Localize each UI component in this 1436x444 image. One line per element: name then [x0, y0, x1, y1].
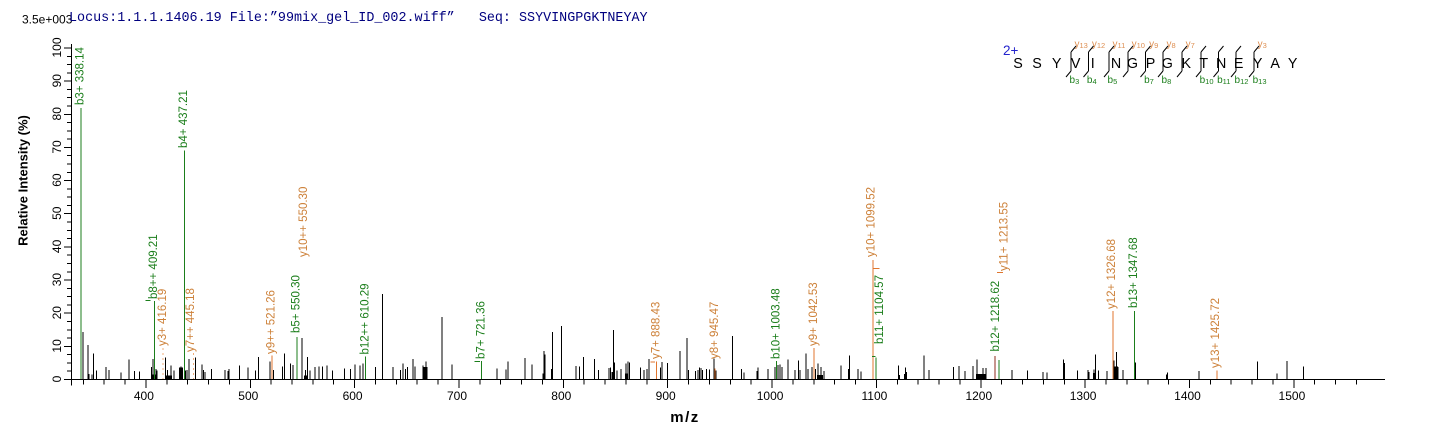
svg-text:b11+ 1104.57: b11+ 1104.57	[874, 275, 886, 344]
svg-text:y9: y9	[1149, 39, 1158, 50]
svg-text:700: 700	[447, 389, 467, 403]
svg-text:b4: b4	[1087, 75, 1097, 86]
svg-text:y3+ 416.19: y3+ 416.19	[157, 289, 169, 346]
svg-text:500: 500	[238, 389, 258, 403]
svg-text:2+: 2+	[1003, 43, 1019, 58]
svg-text:60: 60	[50, 173, 64, 187]
svg-text:b5: b5	[1108, 75, 1118, 86]
svg-text:m/z: m/z	[670, 409, 700, 426]
svg-text:b5+ 550.30: b5+ 550.30	[291, 275, 303, 333]
svg-text:1400: 1400	[1174, 389, 1201, 403]
svg-text:b4+ 437.21: b4+ 437.21	[178, 90, 190, 148]
svg-text:b7+ 721.36: b7+ 721.36	[476, 301, 488, 359]
svg-text:Y: Y	[1253, 56, 1263, 72]
svg-text:1200: 1200	[965, 389, 992, 403]
svg-text:Relative Intensity (%): Relative Intensity (%)	[16, 115, 31, 246]
svg-text:S: S	[1032, 56, 1042, 72]
svg-text:b8++ 409.21: b8++ 409.21	[148, 234, 160, 299]
svg-text:Y: Y	[1288, 56, 1298, 72]
svg-text:1000: 1000	[757, 389, 784, 403]
svg-text:T: T	[1199, 56, 1208, 72]
svg-text:y7+ 888.43: y7+ 888.43	[651, 302, 663, 359]
svg-text:0: 0	[50, 375, 64, 382]
svg-text:y10: y10	[1132, 39, 1145, 50]
svg-text:b7: b7	[1144, 75, 1154, 86]
svg-text:600: 600	[343, 389, 363, 403]
svg-text:N: N	[1216, 56, 1226, 72]
svg-text:N: N	[1111, 56, 1121, 72]
svg-text:3.5e+003: 3.5e+003	[22, 13, 73, 27]
svg-text:90: 90	[50, 74, 64, 88]
svg-text:I: I	[1091, 56, 1095, 72]
svg-text:b12: b12	[1235, 75, 1249, 86]
svg-text:40: 40	[50, 239, 64, 253]
svg-text:y12: y12	[1092, 39, 1105, 50]
svg-text:b11: b11	[1217, 75, 1230, 86]
svg-text:y13: y13	[1075, 39, 1088, 50]
svg-text:b12+ 1218.62: b12+ 1218.62	[990, 281, 1002, 352]
svg-text:80: 80	[50, 107, 64, 121]
svg-text:y11: y11	[1113, 39, 1126, 50]
svg-text:70: 70	[50, 140, 64, 154]
svg-text:100: 100	[50, 37, 64, 57]
svg-text:y8+ 945.47: y8+ 945.47	[709, 302, 721, 359]
svg-text:b13: b13	[1253, 75, 1267, 86]
svg-text:y3: y3	[1258, 39, 1267, 50]
svg-text:G: G	[1162, 56, 1173, 72]
svg-text:800: 800	[551, 389, 571, 403]
svg-text:b10: b10	[1200, 75, 1214, 86]
svg-text:400: 400	[134, 389, 154, 403]
svg-text:y11+ 1213.55: y11+ 1213.55	[999, 202, 1011, 271]
svg-text:S: S	[1013, 56, 1023, 72]
svg-text:b3: b3	[1070, 75, 1080, 86]
svg-text:y10++ 550.30: y10++ 550.30	[298, 187, 310, 257]
svg-text:b3+ 338.14: b3+ 338.14	[75, 47, 87, 105]
svg-text:Y: Y	[1052, 56, 1062, 72]
svg-text:10: 10	[50, 339, 64, 353]
svg-text:b12++ 610.29: b12++ 610.29	[360, 284, 372, 355]
svg-text:y8: y8	[1167, 39, 1176, 50]
svg-text:y9++ 521.26: y9++ 521.26	[266, 290, 278, 354]
svg-text:A: A	[1270, 56, 1280, 72]
svg-text:y9+ 1042.53: y9+ 1042.53	[808, 282, 820, 346]
svg-text:Locus:1.1.1.1406.19 File:”99mi: Locus:1.1.1.1406.19 File:”99mix_gel_ID_0…	[69, 11, 648, 26]
svg-text:y13+ 1425.72: y13+ 1425.72	[1210, 298, 1222, 368]
svg-text:K: K	[1182, 56, 1192, 72]
svg-text:1300: 1300	[1070, 389, 1097, 403]
svg-text:V: V	[1071, 56, 1081, 72]
svg-text:50: 50	[50, 206, 64, 220]
svg-text:30: 30	[50, 273, 64, 287]
svg-text:y10+ 1099.52: y10+ 1099.52	[866, 187, 878, 257]
svg-text:b8: b8	[1162, 75, 1172, 86]
svg-text:1500: 1500	[1279, 389, 1306, 403]
svg-text:E: E	[1234, 56, 1244, 72]
svg-text:900: 900	[656, 389, 676, 403]
svg-text:b10+ 1003.48: b10+ 1003.48	[771, 288, 783, 359]
svg-text:G: G	[1127, 56, 1138, 72]
svg-text:y7++ 445.18: y7++ 445.18	[185, 288, 197, 352]
svg-text:y7: y7	[1186, 39, 1195, 50]
svg-text:P: P	[1146, 56, 1156, 72]
svg-text:y12+ 1326.68: y12+ 1326.68	[1106, 239, 1118, 309]
svg-text:b13+ 1347.68: b13+ 1347.68	[1128, 237, 1140, 308]
svg-text:20: 20	[50, 306, 64, 320]
svg-text:1100: 1100	[861, 389, 887, 403]
